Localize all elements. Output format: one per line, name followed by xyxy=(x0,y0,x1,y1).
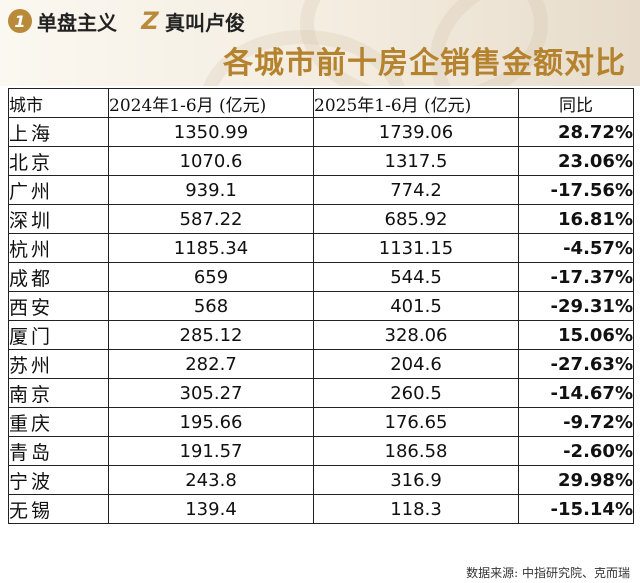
cell-yoy: -27.63% xyxy=(518,349,634,379)
table-row: 上海 1350.99 1739.06 28.72% xyxy=(8,117,634,147)
cell-2025: 401.5 xyxy=(313,291,519,321)
table-row: 北京 1070.6 1317.5 23.06% xyxy=(8,146,634,176)
cell-2025: 176.65 xyxy=(313,407,519,437)
table-row: 无锡 139.4 118.3 -15.14% xyxy=(8,494,634,524)
header-2024: 2024年1-6月 (亿元) xyxy=(108,88,314,118)
cell-2025: 1317.5 xyxy=(313,146,519,176)
cell-city: 西安 xyxy=(8,291,109,321)
table-row: 苏州 282.7 204.6 -27.63% xyxy=(8,349,634,379)
cell-yoy: -14.67% xyxy=(518,378,634,408)
table-row: 厦门 285.12 328.06 15.06% xyxy=(8,320,634,350)
cell-2024: 568 xyxy=(108,291,314,321)
cell-2024: 191.57 xyxy=(108,436,314,466)
cell-2024: 195.66 xyxy=(108,407,314,437)
cell-yoy: 23.06% xyxy=(518,146,634,176)
cell-2025: 1131.15 xyxy=(313,233,519,263)
cell-2024: 1185.34 xyxy=(108,233,314,263)
cell-2024: 282.7 xyxy=(108,349,314,379)
cell-2025: 774.2 xyxy=(313,175,519,205)
cell-city: 苏州 xyxy=(8,349,109,379)
table-row: 成都 659 544.5 -17.37% xyxy=(8,262,634,292)
cell-2024: 305.27 xyxy=(108,378,314,408)
cell-yoy: 16.81% xyxy=(518,204,634,234)
table-header-row: 城市 2024年1-6月 (亿元) 2025年1-6月 (亿元) 同比 xyxy=(8,88,634,118)
table-row: 宁波 243.8 316.9 29.98% xyxy=(8,465,634,495)
cell-city: 南京 xyxy=(8,378,109,408)
cell-2025: 685.92 xyxy=(313,204,519,234)
cell-city: 上海 xyxy=(8,117,109,147)
cell-yoy: -17.37% xyxy=(518,262,634,292)
cell-city: 广州 xyxy=(8,175,109,205)
cell-2024: 285.12 xyxy=(108,320,314,350)
cell-yoy: -4.57% xyxy=(518,233,634,263)
table-row: 西安 568 401.5 -29.31% xyxy=(8,291,634,321)
cell-yoy: -9.72% xyxy=(518,407,634,437)
cell-city: 青岛 xyxy=(8,436,109,466)
table-row: 深圳 587.22 685.92 16.81% xyxy=(8,204,634,234)
cell-yoy: -2.60% xyxy=(518,436,634,466)
brand-logo-icon: Z xyxy=(141,7,159,35)
cell-yoy: -15.14% xyxy=(518,494,634,524)
table-row: 南京 305.27 260.5 -14.67% xyxy=(8,378,634,408)
cell-city: 杭州 xyxy=(8,233,109,263)
sales-table: 城市 2024年1-6月 (亿元) 2025年1-6月 (亿元) 同比 上海 13… xyxy=(8,88,634,524)
cell-city: 成都 xyxy=(8,262,109,292)
cell-2025: 204.6 xyxy=(313,349,519,379)
header-2025: 2025年1-6月 (亿元) xyxy=(313,88,519,118)
cell-yoy: 15.06% xyxy=(518,320,634,350)
cell-city: 重庆 xyxy=(8,407,109,437)
brand-name: 单盘主义 xyxy=(37,10,117,35)
cell-city: 厦门 xyxy=(8,320,109,350)
cell-2025: 186.58 xyxy=(313,436,519,466)
table-row: 青岛 191.57 186.58 -2.60% xyxy=(8,436,634,466)
table-row: 广州 939.1 774.2 -17.56% xyxy=(8,175,634,205)
cell-2025: 328.06 xyxy=(313,320,519,350)
brand-number-icon: 1 xyxy=(8,9,32,33)
header-banner: 1 单盘主义 Z 真叫卢俊 各城市前十房企销售金额对比 xyxy=(0,0,640,86)
brand-name: 真叫卢俊 xyxy=(165,10,245,35)
cell-city: 北京 xyxy=(8,146,109,176)
cell-2025: 544.5 xyxy=(313,262,519,292)
cell-2024: 139.4 xyxy=(108,494,314,524)
cell-2025: 118.3 xyxy=(313,494,519,524)
cell-yoy: 28.72% xyxy=(518,117,634,147)
header-yoy: 同比 xyxy=(518,88,634,118)
cell-city: 宁波 xyxy=(8,465,109,495)
cell-2025: 1739.06 xyxy=(313,117,519,147)
cell-2024: 939.1 xyxy=(108,175,314,205)
cell-2024: 1350.99 xyxy=(108,117,314,147)
cell-2025: 260.5 xyxy=(313,378,519,408)
page-title: 各城市前十房企销售金额对比 xyxy=(223,46,626,81)
brand-zhenjiaolujun: Z 真叫卢俊 xyxy=(140,6,245,36)
cell-yoy: -29.31% xyxy=(518,291,634,321)
cell-2024: 1070.6 xyxy=(108,146,314,176)
cell-yoy: 29.98% xyxy=(518,465,634,495)
table-row: 重庆 195.66 176.65 -9.72% xyxy=(8,407,634,437)
cell-city: 无锡 xyxy=(8,494,109,524)
table-row: 杭州 1185.34 1131.15 -4.57% xyxy=(8,233,634,263)
cell-city: 深圳 xyxy=(8,204,109,234)
data-source: 数据来源: 中指研究院、克而瑞 xyxy=(466,566,630,580)
cell-2024: 243.8 xyxy=(108,465,314,495)
header-city: 城市 xyxy=(8,88,109,118)
cell-2024: 659 xyxy=(108,262,314,292)
cell-2024: 587.22 xyxy=(108,204,314,234)
brand-danpanzhuyi: 1 单盘主义 xyxy=(8,6,117,36)
cell-yoy: -17.56% xyxy=(518,175,634,205)
cell-2025: 316.9 xyxy=(313,465,519,495)
